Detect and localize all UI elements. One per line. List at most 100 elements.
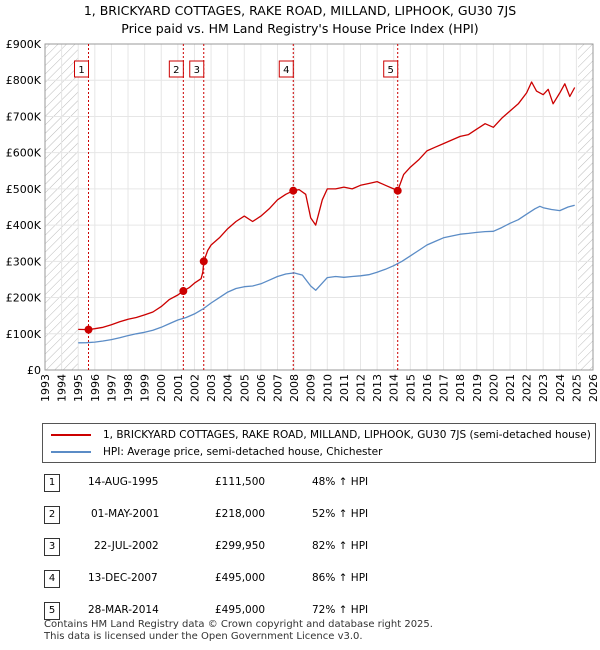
y-tick-label: £400K: [6, 219, 42, 232]
x-tick-label: 2021: [504, 374, 517, 402]
sale-point: [179, 287, 188, 296]
x-tick-label: 2006: [255, 374, 268, 402]
property-series-line: [78, 81, 576, 331]
sale-price: £218,000: [215, 508, 266, 520]
sale-row: 5 28-MAR-2014 £495,000 72% ↑ HPI: [0, 602, 600, 622]
sale-price: £495,000: [215, 572, 266, 584]
x-tick-label: 2019: [471, 374, 484, 402]
x-tick-label: 2016: [421, 374, 434, 402]
chart-title-line-1: 1, BRICKYARD COTTAGES, RAKE ROAD, MILLAN…: [83, 3, 517, 18]
y-tick-label: £0: [27, 364, 41, 377]
sale-point: [199, 257, 208, 266]
sale-number-badge: 1: [44, 474, 60, 492]
x-tick-label: 2013: [371, 374, 384, 402]
hpi-series-line: [78, 204, 575, 344]
sale-point: [289, 186, 298, 195]
x-tick-label: 2020: [487, 374, 500, 402]
legend-swatch-hpi: [51, 451, 91, 453]
sale-marker-label: 2: [173, 65, 179, 76]
legend-swatch-property: [51, 434, 91, 436]
x-tick-label: 2026: [587, 374, 600, 402]
x-tick-label: 1995: [72, 374, 85, 402]
sale-marker-box: [74, 60, 90, 78]
sale-marker-label: 3: [194, 65, 200, 76]
plot-area: [45, 44, 593, 370]
x-tick-label: 2000: [155, 374, 168, 402]
y-tick-label: £500K: [6, 183, 42, 196]
sale-date: 28-MAR-2014: [88, 604, 159, 616]
x-tick-label: 2008: [288, 374, 301, 402]
sale-marker-label: 1: [78, 65, 84, 76]
legend-label-property: 1, BRICKYARD COTTAGES, RAKE ROAD, MILLAN…: [103, 429, 591, 441]
sale-point: [393, 186, 402, 195]
sale-row: 3 22-JUL-2002 £299,950 82% ↑ HPI: [0, 538, 600, 558]
sale-row: 2 01-MAY-2001 £218,000 52% ↑ HPI: [0, 506, 600, 526]
sale-price: £299,950: [215, 540, 266, 552]
x-tick-label: 1996: [89, 374, 102, 402]
sale-date: 14-AUG-1995: [88, 476, 159, 488]
y-tick-label: £100K: [6, 328, 42, 341]
y-tick-label: £300K: [6, 255, 42, 268]
sale-marker-box: [278, 60, 294, 78]
y-tick-label: £200K: [6, 292, 42, 305]
x-tick-label: 2004: [222, 374, 235, 402]
x-tick-label: 2017: [438, 374, 451, 402]
x-tick-label: 1997: [105, 374, 118, 402]
sale-hpi-change: 72% ↑ HPI: [312, 604, 369, 616]
x-tick-label: 2009: [305, 374, 318, 402]
legend-label-hpi: HPI: Average price, semi-detached house,…: [103, 446, 383, 458]
chart-title: 1, BRICKYARD COTTAGES, RAKE ROAD, MILLAN…: [0, 2, 600, 38]
x-tick-label: 2012: [355, 374, 368, 402]
sale-hpi-change: 82% ↑ HPI: [312, 540, 369, 552]
sale-price: £495,000: [215, 604, 266, 616]
x-tick-label: 2001: [172, 374, 185, 402]
sale-hpi-change: 48% ↑ HPI: [312, 476, 369, 488]
x-tick-label: 2018: [454, 374, 467, 402]
price-chart: £0 £100K £200K £300K £400K £500K £600K £700K £80…: [6, 38, 600, 402]
x-tick-label: 2023: [537, 374, 550, 402]
x-tick-label: 1998: [122, 374, 135, 402]
y-tick-label: £900K: [6, 38, 42, 51]
sale-marker-label: 4: [283, 65, 289, 76]
sale-date: 01-MAY-2001: [91, 508, 160, 520]
x-tick-label: 2024: [554, 374, 567, 402]
plot-border: [44, 43, 594, 371]
sale-hpi-change: 52% ↑ HPI: [312, 508, 369, 520]
sale-number-badge: 2: [44, 506, 60, 524]
x-tick-label: 2014: [388, 374, 401, 402]
x-tick-label: 2011: [338, 374, 351, 402]
x-tick-label: 1999: [139, 374, 152, 402]
footer-attribution: Contains HM Land Registry data © Crown c…: [44, 619, 433, 643]
sale-hpi-change: 86% ↑ HPI: [312, 572, 369, 584]
sale-marker-box: [189, 60, 205, 78]
sale-price: £111,500: [215, 476, 266, 488]
sale-date: 13-DEC-2007: [88, 572, 158, 584]
x-tick-label: 1993: [39, 374, 52, 402]
sale-number-badge: 5: [44, 602, 60, 620]
y-tick-label: £700K: [6, 110, 42, 123]
x-tick-label: 2015: [404, 374, 417, 402]
x-tick-label: 2010: [321, 374, 334, 402]
legend-item-property: 1, BRICKYARD COTTAGES, RAKE ROAD, MILLAN…: [51, 427, 591, 443]
y-tick-label: £800K: [6, 74, 42, 87]
sale-number-badge: 4: [44, 570, 60, 588]
footer-copyright: Contains HM Land Registry data © Crown c…: [44, 619, 433, 630]
x-tick-label: 2005: [238, 374, 251, 402]
sale-point: [84, 325, 93, 334]
sale-date: 22-JUL-2002: [94, 540, 159, 552]
sale-row: 1 14-AUG-1995 £111,500 48% ↑ HPI: [0, 474, 600, 494]
y-tick-label: £600K: [6, 147, 42, 160]
sale-marker-label: 5: [388, 65, 394, 76]
x-tick-label: 1994: [56, 374, 69, 402]
sale-row: 4 13-DEC-2007 £495,000 86% ↑ HPI: [0, 570, 600, 590]
sale-number-badge: 3: [44, 538, 60, 556]
footer-licence: This data is licensed under the Open Gov…: [44, 631, 363, 642]
chart-legend: 1, BRICKYARD COTTAGES, RAKE ROAD, MILLAN…: [42, 423, 596, 463]
x-tick-label: 2003: [205, 374, 218, 402]
x-tick-label: 2025: [570, 374, 583, 402]
sale-marker-box: [168, 60, 184, 78]
hatched-region-after-data: [578, 44, 593, 370]
legend-item-hpi: HPI: Average price, semi-detached house,…: [51, 444, 382, 460]
sale-marker-box: [383, 60, 399, 78]
chart-title-line-2: Price paid vs. HM Land Registry's House …: [121, 21, 479, 36]
